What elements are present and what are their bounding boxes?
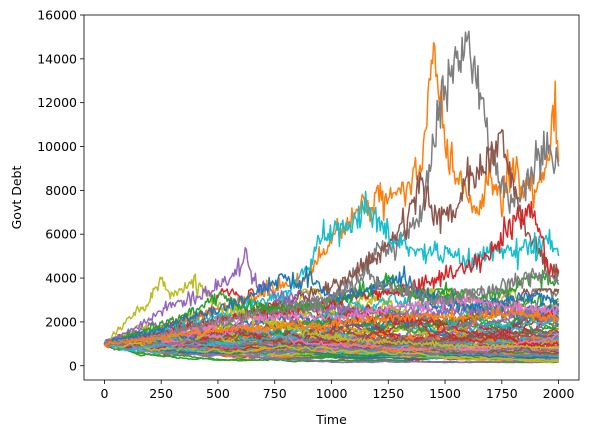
simulated-path xyxy=(104,339,559,357)
simulated-path xyxy=(104,290,560,353)
x-tick-label: 750 xyxy=(263,386,287,401)
x-tick-label: 0 xyxy=(100,386,108,401)
x-tick-label: 1250 xyxy=(372,386,404,401)
y-tick-label: 8000 xyxy=(45,183,77,198)
y-tick-label: 4000 xyxy=(45,271,77,286)
highlight-path-6 xyxy=(103,273,560,350)
y-tick-label: 10000 xyxy=(37,139,77,154)
x-tick-label: 1500 xyxy=(429,386,461,401)
x-tick-label: 250 xyxy=(149,386,173,401)
highlight-path-10 xyxy=(103,290,560,346)
y-tick-label: 6000 xyxy=(45,227,77,242)
y-tick-label: 0 xyxy=(69,358,77,373)
y-tick-label: 14000 xyxy=(37,51,77,66)
y-axis: 0 2000 4000 6000 8000 10000 12000 14000 16000 xyxy=(37,8,84,373)
y-tick-label: 12000 xyxy=(37,95,77,110)
highlight-path-9 xyxy=(103,265,560,346)
simulated-path xyxy=(103,343,559,364)
y-tick-label: 16000 xyxy=(37,8,77,23)
x-axis-title: Time xyxy=(315,412,347,427)
highlight-path-12 xyxy=(103,306,560,347)
x-tick-label: 1000 xyxy=(316,386,348,401)
x-tick-label: 500 xyxy=(206,386,230,401)
highlight-path-11 xyxy=(103,264,560,345)
x-tick-label: 1750 xyxy=(486,386,518,401)
series-lines xyxy=(103,30,560,364)
y-tick-label: 2000 xyxy=(45,314,77,329)
x-tick-label: 2000 xyxy=(543,386,575,401)
y-axis-title: Govt Debt xyxy=(9,166,24,230)
highlight-path-5 xyxy=(104,200,560,347)
simulated-path xyxy=(104,342,559,360)
simulated-path xyxy=(103,341,559,363)
x-axis: 0 250 500 750 1000 1250 1500 1750 2000 xyxy=(100,380,575,401)
